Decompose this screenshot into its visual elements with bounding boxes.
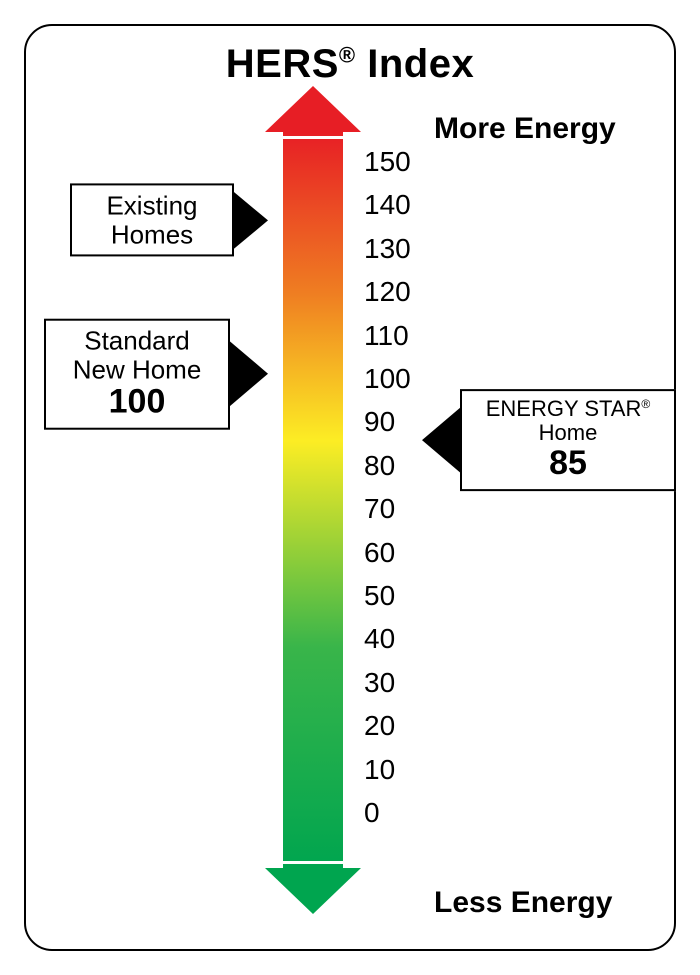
- energy-star-home-callout: ENERGY STAR®Home85: [422, 389, 676, 491]
- hers-index-frame: HERS® Index 1501401301201101009080706050…: [24, 24, 676, 951]
- tick-label: 60: [364, 537, 395, 569]
- more-energy-label: More Energy: [434, 112, 616, 146]
- gradient-bar: [283, 132, 343, 868]
- tick-label: 50: [364, 580, 395, 612]
- tick-label: 40: [364, 623, 395, 655]
- tick-label: 150: [364, 146, 411, 178]
- tick-label: 70: [364, 493, 395, 525]
- less-energy-label: Less Energy: [434, 886, 612, 920]
- tick-label: 30: [364, 667, 395, 699]
- tick-label: 90: [364, 406, 395, 438]
- arrow-bottom-icon: [265, 868, 361, 914]
- rule-bottom: [277, 861, 349, 864]
- tick-label: 120: [364, 276, 411, 308]
- tick-label: 20: [364, 710, 395, 742]
- title-tail: Index: [356, 42, 475, 86]
- title-reg: ®: [339, 43, 356, 68]
- existing-homes-box: ExistingHomes: [70, 183, 234, 256]
- standard-new-home-box: StandardNew Home100: [44, 319, 230, 430]
- tick-label: 10: [364, 754, 395, 786]
- pointer-left-icon: [422, 406, 462, 474]
- title: HERS® Index: [26, 42, 674, 87]
- tick-label: 100: [364, 363, 411, 395]
- tick-label: 0: [364, 797, 380, 829]
- energy-star-home-box: ENERGY STAR®Home85: [460, 389, 676, 491]
- tick-label: 110: [364, 320, 409, 352]
- rule-top: [277, 136, 349, 139]
- pointer-right-icon: [228, 340, 268, 408]
- scale-bar: [283, 86, 343, 914]
- tick-label: 140: [364, 189, 411, 221]
- title-main: HERS: [226, 42, 339, 86]
- arrow-top-icon: [265, 86, 361, 132]
- standard-new-home-callout: StandardNew Home100: [44, 319, 268, 430]
- pointer-right-icon: [232, 190, 268, 250]
- existing-homes-callout: ExistingHomes: [70, 183, 268, 256]
- tick-label: 80: [364, 450, 395, 482]
- tick-label: 130: [364, 233, 411, 265]
